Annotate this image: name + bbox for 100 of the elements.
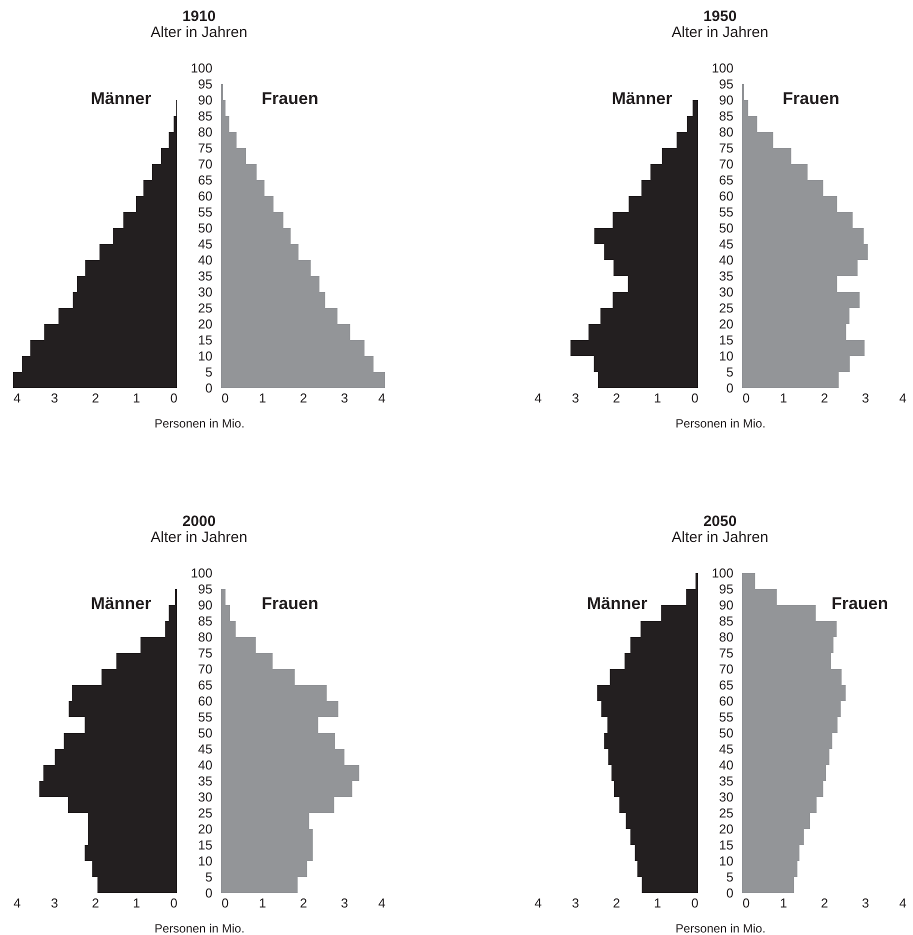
y-tick-label: 30 [198,790,212,804]
y-tick-label: 95 [198,76,212,92]
y-tick-label: 25 [719,300,734,316]
y-tick-label: 45 [198,742,212,756]
y-tick-label: 10 [719,854,734,868]
y-tick-label: 95 [198,582,212,596]
y-tick-label: 15 [198,838,212,852]
y-tick-label: 80 [198,124,212,140]
x-tick-label: 0 [222,390,229,406]
y-tick-label: 95 [719,76,734,92]
y-tick-label: 55 [719,710,734,724]
y-tick-label: 15 [719,838,734,852]
y-tick-label: 20 [719,316,734,332]
y-tick-label: 55 [719,204,734,220]
y-tick-label: 20 [719,822,734,836]
y-tick-label: 55 [198,204,212,220]
x-tick-label: 4 [899,390,906,406]
chart-title: 1910 [182,8,216,25]
y-tick-label: 100 [712,60,734,76]
x-tick-label: 3 [50,390,58,406]
y-tick-label: 45 [719,236,734,252]
y-tick-label: 65 [719,678,734,692]
x-tick-label: 2 [300,390,308,406]
x-tick-label: 2 [820,390,828,406]
x-tick-label: 1 [258,390,266,406]
y-tick-label: 85 [719,614,734,628]
x-tick-label: 4 [14,896,21,910]
x-tick-label: 4 [14,390,21,406]
y-tick-label: 10 [719,348,734,364]
x-tick-label: 4 [378,896,386,910]
y-tick-label: 40 [719,252,734,268]
x-tick-label: 2 [92,896,100,910]
x-tick-label: 1 [132,390,140,406]
x-tick-label: 2 [820,896,828,910]
y-tick-label: 60 [719,694,734,708]
y-tick-label: 5 [205,364,212,380]
series-label: Männer [90,594,152,613]
y-tick-label: 90 [198,598,212,612]
x-tick-label: 0 [170,390,178,406]
y-tick-label: 60 [198,188,212,204]
y-tick-label: 0 [726,380,734,396]
series-label: Frauen [262,594,318,613]
x-tick-label: 2 [300,896,308,910]
x-tick-label: 4 [534,390,542,406]
y-tick-label: 35 [198,774,212,788]
y-tick-label: 70 [719,156,734,172]
x-tick-label: 4 [899,896,906,910]
chart-subtitle: Alter in Jahren [150,529,248,546]
y-tick-label: 90 [198,92,212,108]
y-tick-label: 50 [198,726,212,740]
chart-subtitle: Alter in Jahren [672,529,768,546]
x-tick-label: 1 [780,390,788,406]
y-tick-label: 75 [198,646,212,660]
y-tick-label: 70 [198,662,212,676]
series-label: Frauen [831,594,888,613]
y-tick-label: 50 [198,220,212,236]
y-tick-label: 75 [719,140,734,156]
x-tick-label: 4 [534,896,542,910]
x-tick-label: 1 [654,390,662,406]
x-tick-label: 4 [378,390,386,406]
y-tick-label: 25 [719,806,734,820]
y-tick-label: 35 [719,268,734,284]
y-tick-label: 100 [712,566,734,580]
y-tick-label: 60 [719,188,734,204]
x-axis-title: Personen in Mio. [675,922,766,935]
y-tick-label: 0 [726,886,734,900]
y-tick-label: 60 [198,694,212,708]
x-axis-title: Personen in Mio. [154,416,245,430]
y-tick-label: 40 [198,252,212,268]
y-tick-label: 55 [198,710,212,724]
chart-subtitle: Alter in Jahren [150,24,248,41]
y-tick-label: 25 [198,806,212,820]
x-tick-label: 1 [654,896,662,910]
y-tick-label: 85 [198,614,212,628]
series-label: Frauen [782,89,840,108]
y-tick-label: 90 [719,92,734,108]
x-tick-label: 2 [92,390,100,406]
x-tick-label: 3 [572,896,580,910]
x-tick-label: 3 [862,390,870,406]
y-tick-label: 40 [198,758,212,772]
y-tick-label: 5 [205,870,212,884]
y-tick-label: 20 [198,316,212,332]
series-label: Frauen [262,89,318,108]
y-tick-label: 30 [198,284,212,300]
y-tick-label: 85 [198,108,212,124]
series-label: Männer [586,594,648,613]
chart-subtitle: Alter in Jahren [672,24,768,41]
y-tick-label: 20 [198,822,212,836]
series-label: Männer [90,89,152,108]
x-tick-label: 1 [132,896,140,910]
x-tick-label: 1 [258,896,266,910]
x-tick-label: 0 [170,896,178,910]
y-tick-label: 80 [719,124,734,140]
y-tick-label: 25 [198,300,212,316]
x-tick-label: 3 [862,896,870,910]
y-tick-label: 10 [198,348,212,364]
x-tick-label: 2 [612,390,620,406]
y-tick-label: 45 [719,742,734,756]
chart-title: 2000 [182,513,216,530]
y-tick-label: 5 [726,364,734,380]
